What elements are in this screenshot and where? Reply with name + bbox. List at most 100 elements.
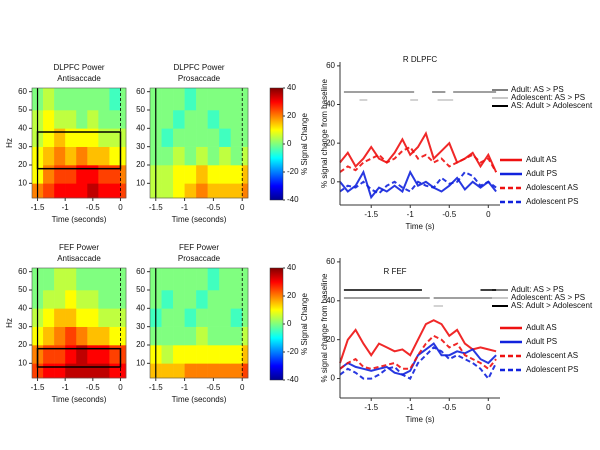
colorbar-tick-label: -40 [287,375,299,384]
x-axis-label: Time (seconds) [52,215,107,224]
legend-label: Adult AS [526,323,557,332]
chart-title: R DLPFC [403,55,437,64]
x-tick-label: -0.5 [442,210,456,219]
heatmap-cell [98,88,110,111]
heatmap-cell [87,165,99,184]
legend-label: AS: Adult > Adolescent [511,101,593,110]
heatmap-cell [230,146,243,166]
panel-subtitle: Prosaccade [178,74,221,83]
heatmap-cell [207,363,220,379]
heatmap-cell [120,268,127,291]
y-tick-label: 60 [326,61,335,70]
legend-label: Adult: AS > PS [511,285,564,294]
heatmap-cell [87,326,99,346]
heatmap-cell [76,290,88,309]
heatmap-cell [54,308,66,327]
heatmap-cell [161,146,174,166]
heatmap-cell [242,183,249,199]
x-tick-label: -1 [407,403,415,412]
heatmap-cell [230,326,243,346]
heatmap-cell [54,326,66,346]
colorbar-label: % Signal Change [300,293,309,355]
heatmap-cell [65,268,77,291]
heatmap-cell [87,183,99,199]
legend-label: Adult PS [526,169,557,178]
x-tick-label: -1.5 [364,210,378,219]
heatmap-cell [230,363,243,379]
heatmap-cell [207,128,220,147]
heatmap-cell [230,308,243,327]
y-tick-label: 20 [326,138,335,147]
heatmap-cell [173,110,185,129]
y-tick-label: 10 [136,358,145,367]
heatmap-cell [207,88,220,111]
heatmap-cell [161,165,174,184]
heatmap-cell [65,363,77,379]
x-tick-label: -1 [62,383,70,392]
heatmap-cell [109,308,121,327]
heatmap-cell [161,110,174,129]
plot-frame [31,267,127,379]
heatmap-cell [65,110,77,129]
heatmap-cell [219,146,232,166]
y-tick-label: 20 [326,335,335,344]
heatmap-cell [161,128,174,147]
heatmap-cell [65,146,77,166]
heatmap-cell [207,326,220,346]
y-tick-label: 50 [18,285,27,294]
panel-title: FEF Power [59,243,99,252]
y-tick-label: 40 [136,303,145,312]
plot-frame [31,87,127,199]
heatmap-cell [65,183,77,199]
heatmap-cell [242,110,249,129]
legend-label: Adolescent AS [526,351,578,360]
heatmap-cell [196,165,208,184]
heatmap-cell [76,308,88,327]
heatmap-cell [43,88,55,111]
heatmap-cell [196,290,208,309]
x-tick-label: 0 [486,210,491,219]
heatmap-cell [98,326,110,346]
y-tick-label: 60 [18,267,27,276]
heatmap-cell [109,326,121,346]
heatmap-cell [219,88,232,111]
heatmap-cell [120,146,127,166]
heatmap-cell [43,290,55,309]
x-tick-label: 0 [240,203,245,212]
heatmap-cell [173,363,185,379]
colorbar-tick-label: 20 [287,291,296,300]
heatmap-cell [120,290,127,309]
x-tick-label: -1 [181,203,189,212]
x-tick-label: -1.5 [31,203,45,212]
heatmap-cell [98,110,110,129]
heatmap-cell [120,128,127,147]
legend-label: Adolescent: AS > PS [511,93,585,102]
y-tick-label: 20 [136,340,145,349]
heatmap-cell [173,345,185,364]
heatmap-cell [184,110,197,129]
heatmap-cell [76,363,88,379]
heatmap-cell [161,88,174,111]
heatmap-cell [76,345,88,364]
series-line [339,334,497,371]
heatmap-cell [87,88,99,111]
colorbar-tick-label: 0 [287,319,292,328]
heatmap-cell [87,146,99,166]
heatmap-cell [76,146,88,166]
legend-label: Adolescent PS [526,365,578,374]
heatmap-cell [196,268,208,291]
heatmap-cell [196,128,208,147]
plot-frame [149,267,249,379]
y-tick-label: 40 [136,123,145,132]
heatmap-cell [242,146,249,166]
x-tick-label: -0.5 [86,383,100,392]
heatmap-cell [76,110,88,129]
heatmap-cell [65,308,77,327]
x-axis-label: Time (seconds) [172,395,227,404]
heatmap-cell [173,290,185,309]
colorbar [269,87,284,201]
heatmap-cell [87,308,99,327]
heatmap-cell [43,146,55,166]
panel-subtitle: Antisaccade [57,254,101,263]
heatmap-cell [65,326,77,346]
